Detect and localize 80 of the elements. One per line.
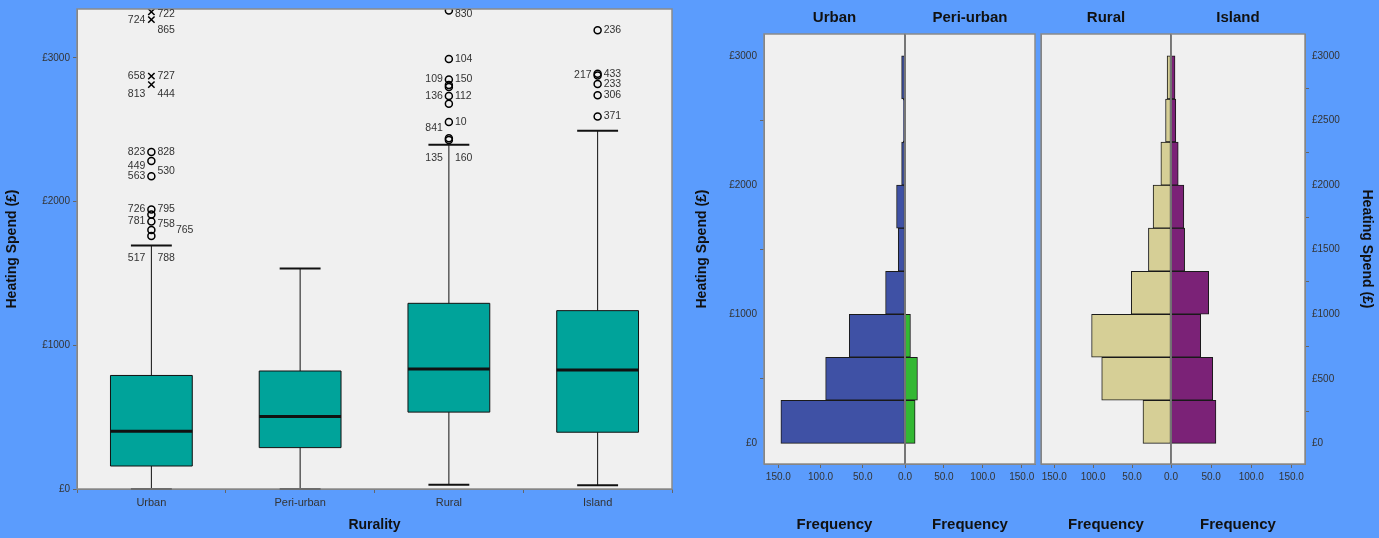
annotation: 727 <box>157 69 176 81</box>
annotation: 781 <box>127 214 146 227</box>
annotation: 726 <box>127 202 146 215</box>
annotation: 135 <box>425 150 444 163</box>
x-tick-label: 150.0 <box>1278 470 1305 482</box>
annotation: 233 <box>603 76 622 89</box>
x-tick-label: 50.0 <box>1122 470 1143 482</box>
annotation: 724 <box>127 12 146 25</box>
annotation: 371 <box>603 109 622 122</box>
x-tick-label: 50.0 <box>853 470 873 482</box>
chart-title: Island <box>1216 8 1260 26</box>
y-tick-label: £3000 <box>1312 49 1341 61</box>
x-tick-label: 150.0 <box>1009 470 1035 482</box>
annotation: 136 <box>425 88 444 101</box>
annotation: 658 <box>127 69 146 81</box>
x-tick-label: Rural <box>435 495 463 508</box>
annotation: 104 <box>454 51 473 64</box>
x-tick-label: Peri-urban <box>274 495 326 508</box>
y-tick-label: £2500 <box>1312 114 1341 126</box>
y-tick-label: £0 <box>58 482 71 494</box>
x-tick-label: 0.0 <box>1164 470 1179 482</box>
annotation: 444 <box>157 87 176 100</box>
y-tick-label: £2000 <box>1312 178 1341 190</box>
x-axis-title: Rurality <box>348 516 401 533</box>
y-tick-label: £0 <box>745 437 758 449</box>
annotation: 758 <box>157 217 176 230</box>
x-tick-label: 100.0 <box>808 470 834 482</box>
annotation: 830 <box>454 6 473 19</box>
x-tick-label: 100.0 <box>1080 470 1107 482</box>
x-tick-label: 100.0 <box>1238 470 1265 482</box>
annotation: 517 <box>127 251 146 264</box>
annotation: 563 <box>127 169 146 182</box>
x-tick-label: Urban <box>136 495 167 508</box>
annotation: 823 <box>127 144 146 157</box>
annotation: 530 <box>157 163 176 176</box>
annotation: 10 <box>454 114 467 127</box>
y-tick-label: £3000 <box>729 49 758 61</box>
annotation: 433 <box>603 66 622 79</box>
y-tick-label: £1000 <box>42 339 71 351</box>
y-tick-label: £1000 <box>729 307 758 319</box>
annotation: 865 <box>157 22 176 35</box>
y-axis-title: Heating Spend (£) <box>1359 189 1376 309</box>
annotation: 795 <box>157 202 176 215</box>
annotation: 112 <box>454 88 472 101</box>
annotation: 109 <box>425 72 444 85</box>
y-tick-label: £2000 <box>729 178 758 190</box>
y-tick-label: £1500 <box>1312 243 1341 255</box>
x-axis-title: Frequency <box>1068 515 1145 533</box>
y-tick-label: £500 <box>1312 372 1335 384</box>
y-tick-label: £0 <box>1312 437 1324 449</box>
y-tick-label: £1000 <box>1312 307 1341 319</box>
y-tick-label: £3000 <box>42 51 71 63</box>
annotation: 160 <box>454 151 473 164</box>
annotation: 217 <box>574 68 592 81</box>
annotation: 236 <box>603 23 622 36</box>
x-axis-title: Frequency <box>796 515 874 533</box>
chart-title: Peri-urban <box>932 8 1008 26</box>
annotation: 722 <box>157 6 176 19</box>
annotation: 828 <box>157 144 176 157</box>
y-axis-title: Heating Spend (£) <box>3 189 20 309</box>
annotation: 813 <box>127 87 146 100</box>
y-tick-label: £2000 <box>42 195 71 207</box>
annotation: 765 <box>175 222 194 235</box>
x-tick-label: 100.0 <box>970 470 996 482</box>
annotation: 306 <box>603 88 622 101</box>
x-tick-label: 150.0 <box>765 470 792 482</box>
x-tick-label: 150.0 <box>1041 470 1068 482</box>
x-tick-label: 50.0 <box>1201 470 1222 482</box>
annotation: 841 <box>425 121 444 134</box>
y-axis-title: Heating Spend (£) <box>693 189 710 309</box>
x-axis-title: Frequency <box>1200 515 1277 533</box>
x-tick-label: Island <box>582 495 613 508</box>
chart-title: Urban <box>812 8 857 26</box>
annotation: 449 <box>127 159 146 172</box>
x-axis-title: Frequency <box>932 515 1009 533</box>
annotation: 788 <box>157 251 176 264</box>
x-tick-label: 50.0 <box>934 470 955 482</box>
x-tick-label: 0.0 <box>898 470 913 482</box>
annotation: 150 <box>454 72 473 85</box>
chart-title: Rural <box>1086 8 1126 26</box>
